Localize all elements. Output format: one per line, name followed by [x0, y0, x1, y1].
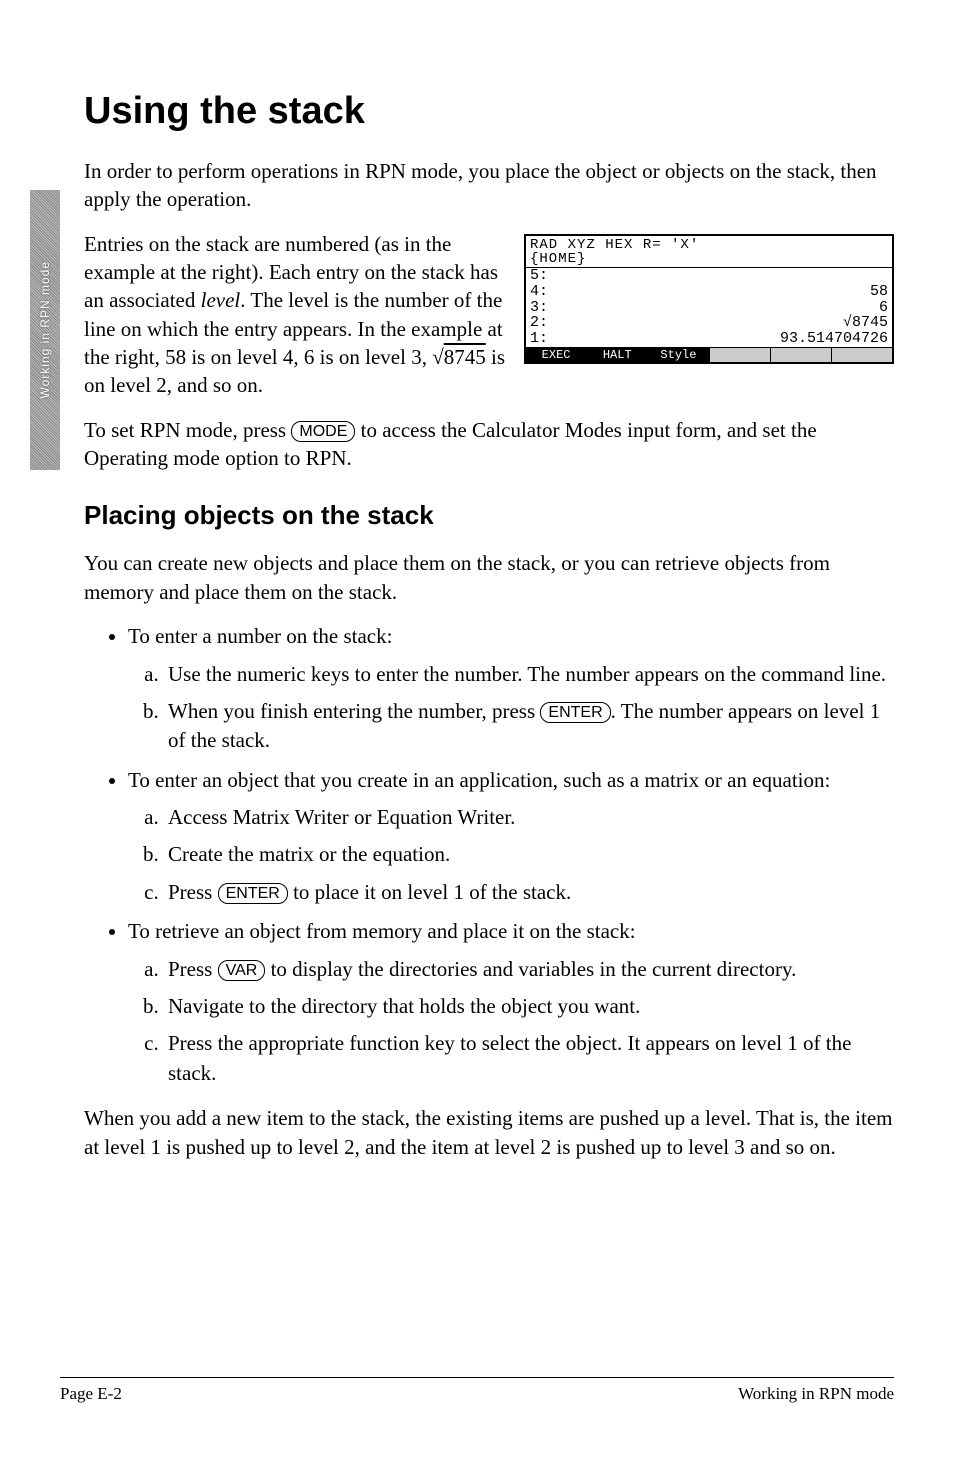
step: Press VAR to display the directories and… [164, 955, 894, 984]
step: Press the appropriate function key to se… [164, 1029, 894, 1088]
intro-paragraph: In order to perform operations in RPN mo… [84, 157, 894, 214]
calc-row: 1:93.514704726 [530, 331, 888, 347]
section2-intro: You can create new objects and place the… [84, 549, 894, 606]
sqrt-symbol: √ [432, 345, 444, 369]
level-word: level [201, 288, 241, 312]
calc-menu-blank [832, 348, 892, 363]
calculator-screenshot: RAD XYZ HEX R= 'X' {HOME} 5: 4:58 3:6 2:… [524, 234, 894, 365]
calc-header: RAD XYZ HEX R= 'X' {HOME} [526, 236, 892, 268]
step: When you finish entering the number, pre… [164, 697, 894, 756]
section-heading: Placing objects on the stack [84, 500, 894, 531]
mode-key: MODE [291, 421, 355, 442]
calc-menu-item: EXEC [526, 348, 587, 363]
alpha-list: Access Matrix Writer or Equation Writer.… [128, 803, 894, 907]
calc-menu-blank [771, 348, 832, 363]
sqrt-argument: 8745 [444, 345, 486, 369]
sidebar-tab-label: Working in RPN mode [38, 261, 52, 399]
calc-menu: EXEC HALT Style [526, 347, 892, 363]
calc-row: 4:58 [530, 284, 888, 300]
bullet-item: To enter a number on the stack: Use the … [128, 622, 894, 756]
step: Navigate to the directory that holds the… [164, 992, 894, 1021]
stack-section: RAD XYZ HEX R= 'X' {HOME} 5: 4:58 3:6 2:… [84, 230, 894, 416]
bullet-item: To enter an object that you create in an… [128, 766, 894, 908]
calc-menu-blank [710, 348, 771, 363]
step: Access Matrix Writer or Equation Writer. [164, 803, 894, 832]
enter-key: ENTER [540, 702, 610, 723]
calc-menu-item: Style [648, 348, 709, 363]
calc-header-line2: {HOME} [530, 252, 888, 267]
content: Using the stack In order to perform oper… [84, 90, 894, 1161]
page-footer: Page E-2 Working in RPN mode [60, 1377, 894, 1404]
calc-header-line1: RAD XYZ HEX R= 'X' [530, 238, 888, 253]
step: Create the matrix or the equation. [164, 840, 894, 869]
calc-row: 2:√8745 [530, 315, 888, 331]
bullet-list: To enter a number on the stack: Use the … [84, 622, 894, 1088]
alpha-list: Use the numeric keys to enter the number… [128, 660, 894, 756]
page: Working in RPN mode Using the stack In o… [0, 0, 954, 1464]
calc-body: 5: 4:58 3:6 2:√8745 1:93.514704726 [526, 268, 892, 347]
page-title: Using the stack [84, 90, 894, 133]
var-key: VAR [218, 960, 266, 981]
calc-row: 3:6 [530, 300, 888, 316]
enter-key: ENTER [218, 883, 288, 904]
step: Use the numeric keys to enter the number… [164, 660, 894, 689]
footer-right: Working in RPN mode [738, 1384, 894, 1404]
closing-paragraph: When you add a new item to the stack, th… [84, 1104, 894, 1161]
sidebar-tab: Working in RPN mode [30, 190, 60, 470]
alpha-list: Press VAR to display the directories and… [128, 955, 894, 1089]
bullet-item: To retrieve an object from memory and pl… [128, 917, 894, 1088]
calc-row: 5: [530, 268, 888, 284]
mode-paragraph: To set RPN mode, press MODE to access th… [84, 416, 894, 473]
footer-left: Page E-2 [60, 1384, 122, 1404]
step: Press ENTER to place it on level 1 of th… [164, 878, 894, 907]
calc-menu-item: HALT [587, 348, 648, 363]
